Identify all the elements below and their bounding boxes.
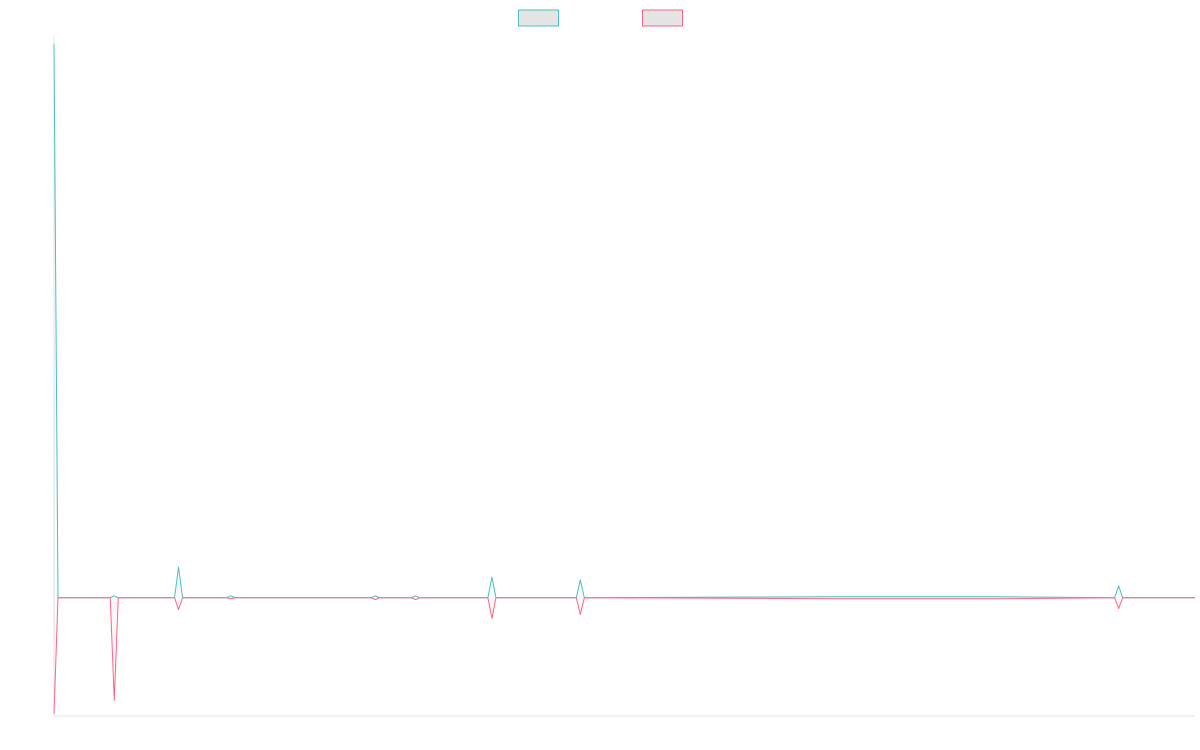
series-2-line [53, 597, 1195, 715]
series-1-line [53, 43, 1195, 599]
series-2-area [54, 597, 1195, 715]
legend [518, 9, 683, 27]
legend-swatch-2 [642, 9, 683, 27]
series-layer [53, 43, 1195, 715]
axes [53, 36, 1195, 717]
legend-item-1 [518, 9, 559, 27]
legend-swatch-1 [518, 9, 559, 27]
series-1-area [54, 43, 1195, 598]
legend-item-2 [642, 9, 683, 27]
